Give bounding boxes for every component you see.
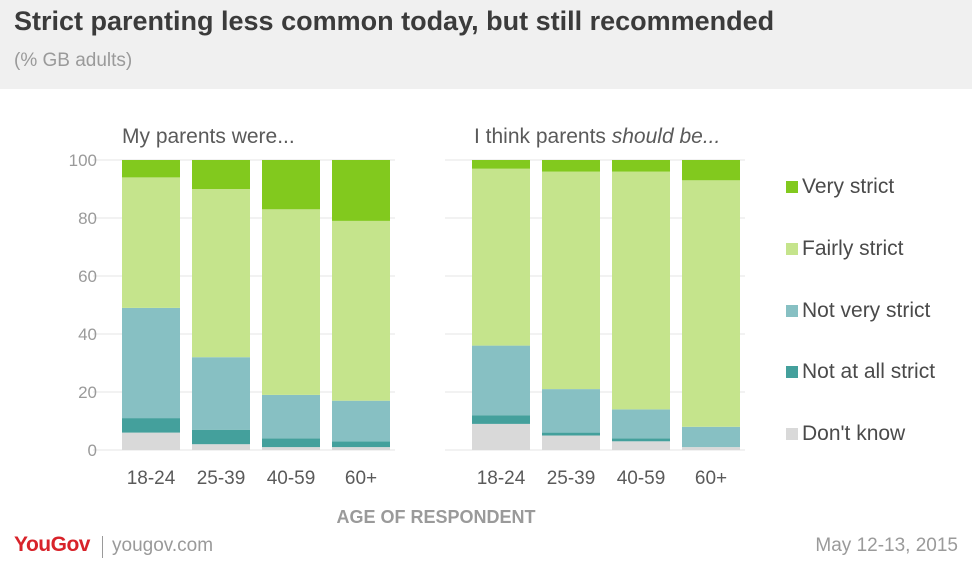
bar-segment-very-strict (192, 160, 250, 189)
bar-segment-very-strict (262, 160, 320, 210)
yougov-logo: YouGov (14, 533, 90, 556)
chart-subtitle: (% GB adults) (14, 50, 133, 71)
x-tick-label: 25-39 (197, 468, 246, 489)
bar-segment-not-at-all-strict (472, 415, 530, 424)
legend-swatch (786, 428, 798, 440)
bar-segment-don-t-know (262, 447, 320, 450)
bar-segment-fairly-strict (612, 171, 670, 410)
bar-segment-fairly-strict (542, 171, 600, 390)
y-tick-label: 0 (88, 441, 97, 460)
legend-label: Not at all strict (802, 360, 936, 383)
x-axis-title: AGE OF RESPONDENT (336, 507, 535, 527)
bar-segment-not-very-strict (192, 357, 250, 430)
bar-segment-not-at-all-strict (612, 438, 670, 442)
bar-segment-not-at-all-strict (542, 432, 600, 436)
y-tick-label: 100 (69, 151, 97, 170)
x-tick-label: 18-24 (477, 468, 526, 489)
bar-segment-fairly-strict (122, 177, 180, 308)
bar-segment-very-strict (612, 160, 670, 172)
bar-segment-fairly-strict (192, 189, 250, 358)
bar-segment-fairly-strict (332, 220, 390, 401)
bar-segment-not-at-all-strict (122, 418, 180, 433)
chart-header: Strict parenting less common today, but … (0, 0, 972, 89)
bar-segment-not-very-strict (122, 307, 180, 419)
bar-segment-don-t-know (612, 441, 670, 450)
x-tick-label: 60+ (695, 468, 727, 489)
y-tick-label: 40 (78, 325, 97, 344)
bar-segment-fairly-strict (472, 168, 530, 346)
bar-segment-don-t-know (122, 432, 180, 450)
panel-title: I think parents should be... (474, 125, 720, 148)
x-tick-label: 40-59 (617, 468, 666, 489)
bar-segment-don-t-know (682, 447, 740, 450)
chart-title: Strict parenting less common today, but … (14, 6, 775, 36)
bar-segment-not-at-all-strict (262, 438, 320, 448)
bar-segment-not-very-strict (682, 426, 740, 448)
bar-segment-not-at-all-strict (332, 441, 390, 448)
x-tick-label: 25-39 (547, 468, 596, 489)
legend-swatch (786, 243, 798, 255)
y-tick-label: 60 (78, 267, 97, 286)
bar-segment-don-t-know (542, 435, 600, 450)
bar-segment-don-t-know (472, 423, 530, 450)
x-tick-label: 18-24 (127, 468, 176, 489)
bar-segment-very-strict (542, 160, 600, 172)
bar-segment-don-t-know (192, 444, 250, 450)
y-tick-label: 20 (78, 383, 97, 402)
bar-segment-not-very-strict (612, 409, 670, 439)
x-tick-label: 60+ (345, 468, 377, 489)
legend-swatch (786, 181, 798, 193)
bar-segment-not-very-strict (542, 389, 600, 433)
panel-title: My parents were... (122, 125, 295, 148)
footer-divider (102, 536, 103, 558)
survey-date: May 12-13, 2015 (815, 535, 958, 556)
bar-segment-very-strict (332, 160, 390, 221)
bar-segment-not-very-strict (262, 394, 320, 439)
legend-label: Don't know (802, 422, 906, 445)
bar-segment-not-very-strict (472, 345, 530, 416)
stacked-bar-chart: 0 20 40 60 80 100 My parents were... 18-24 25-39… (69, 125, 745, 527)
bar-segment-fairly-strict (682, 180, 740, 427)
legend-label: Very strict (802, 175, 895, 198)
bar-segment-not-at-all-strict (192, 429, 250, 445)
legend-swatch (786, 366, 798, 378)
x-tick-label: 40-59 (267, 468, 316, 489)
y-tick-label: 80 (78, 209, 97, 228)
footer-site-link[interactable]: yougov.com (112, 535, 214, 556)
legend-swatch (786, 305, 798, 317)
bar-segment-don-t-know (332, 447, 390, 450)
bar-segment-very-strict (472, 160, 530, 169)
bar-segment-fairly-strict (262, 209, 320, 395)
legend-label: Not very strict (802, 299, 931, 322)
bar-segment-very-strict (122, 160, 180, 178)
bar-segment-not-very-strict (332, 400, 390, 442)
bar-segment-very-strict (682, 160, 740, 181)
legend-label: Fairly strict (802, 237, 904, 260)
